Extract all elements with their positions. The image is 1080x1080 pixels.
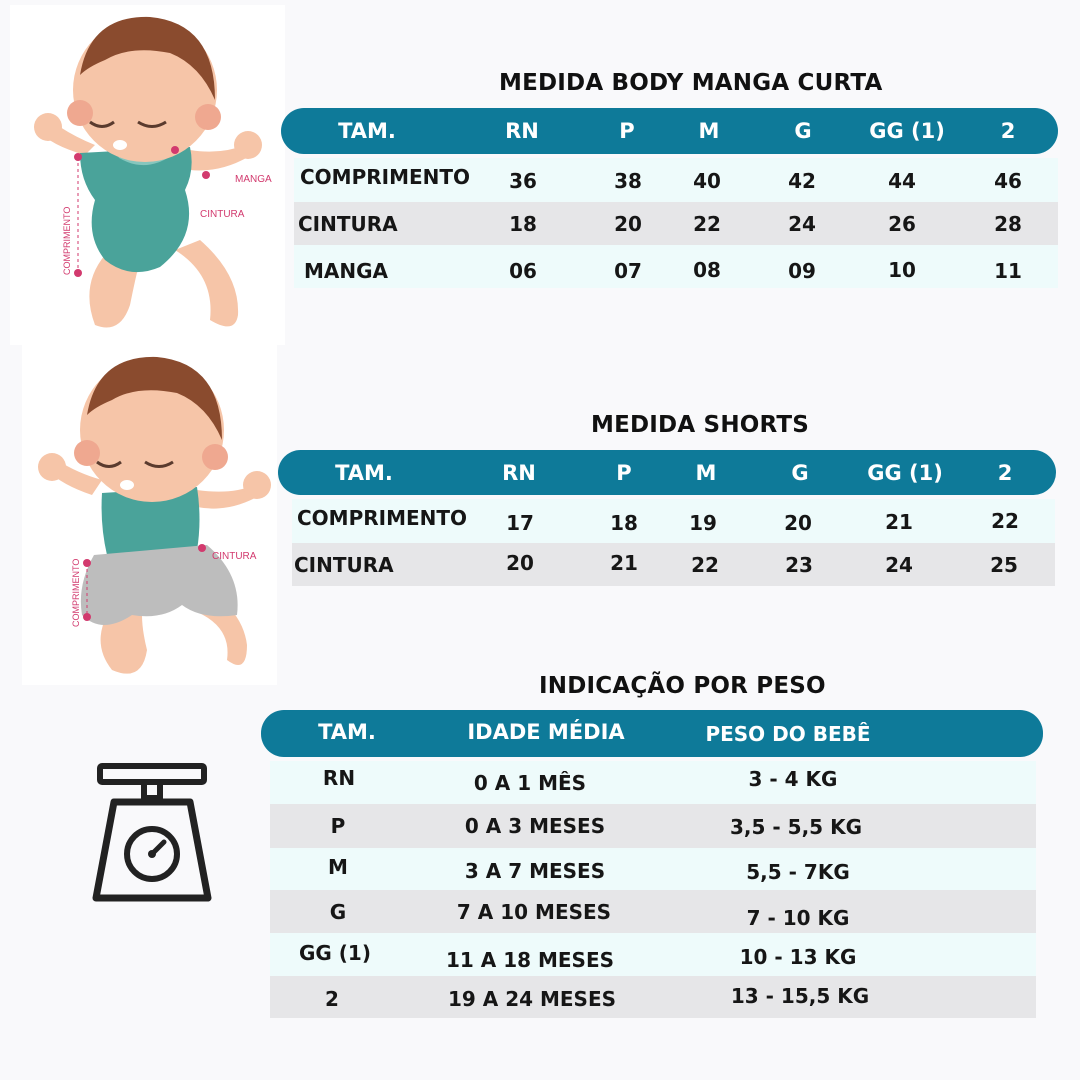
table-cell: 46 [994, 168, 1022, 193]
table-cell: 21 [610, 550, 638, 575]
table-cell: 3,5 - 5,5 KG [730, 814, 862, 839]
table-cell: 24 [885, 552, 913, 577]
table-row: MANGA 06 07 08 09 10 11 [294, 245, 1058, 288]
table-cell: 19 [689, 510, 717, 535]
table-cell: 25 [990, 552, 1018, 577]
table-cell: 10 [888, 257, 916, 282]
table-row: COMPRIMENTO 36 38 40 42 44 46 [294, 158, 1058, 202]
table-cell: P [330, 814, 346, 838]
table-cell: 3 - 4 KG [748, 767, 838, 792]
table-row: GG (1) 11 A 18 MESES 10 - 13 KG [270, 933, 1036, 976]
table-row: P 0 A 3 MESES 3,5 - 5,5 KG [270, 804, 1036, 848]
header-2: 2 [1000, 119, 1016, 143]
table-cell: 0 A 3 MESES [464, 814, 606, 838]
table-cell: M [328, 855, 348, 880]
table-row: COMPRIMENTO 17 18 19 20 21 22 [292, 499, 1055, 543]
header-tam: TAM. [338, 119, 396, 143]
header-rn: RN [505, 119, 539, 143]
scale-icon [92, 763, 212, 902]
table-row: M 3 A 7 MESES 5,5 - 7KG [270, 848, 1036, 890]
table-cell: 09 [788, 258, 816, 283]
table-cell: 7 A 10 MESES [456, 899, 612, 924]
table-cell: 13 - 15,5 KG [730, 984, 870, 1009]
table-cell: 26 [888, 211, 916, 236]
header-tam: TAM. [335, 460, 393, 485]
shorts-table-header: TAM. RN P M G GG (1) 2 [278, 450, 1056, 495]
table-cell: 28 [994, 211, 1022, 236]
table-cell: 21 [885, 509, 913, 534]
baby-body-illustration: MANGA CINTURA COMPRIMENTO [10, 5, 285, 345]
table-cell: 07 [614, 258, 642, 283]
table-row: 2 19 A 24 MESES 13 - 15,5 KG [270, 976, 1036, 1018]
table-row: CINTURA 20 21 22 23 24 25 [292, 543, 1055, 586]
table-cell: 18 [509, 211, 537, 236]
table-cell: 10 - 13 KG [739, 945, 857, 970]
table-cell: 2 [325, 986, 339, 1011]
table-cell: 20 [614, 211, 642, 236]
row-label: COMPRIMENTO [300, 165, 471, 190]
table-cell: GG (1) [299, 940, 371, 965]
table-cell: 06 [509, 258, 537, 283]
table-cell: 0 A 1 MÊS [473, 771, 587, 796]
table-cell: 36 [509, 168, 537, 193]
table-cell: 23 [785, 552, 813, 577]
table-cell: 5,5 - 7KG [746, 859, 850, 884]
header-m: M [695, 460, 717, 485]
row-label: COMPRIMENTO [297, 506, 468, 531]
header-p: P [619, 119, 635, 143]
header-g: G [794, 119, 812, 143]
table-cell: 08 [693, 257, 721, 282]
header-peso-do-bebe: PESO DO BEBÊ [705, 722, 871, 747]
header-rn: RN [502, 460, 536, 485]
table-cell: 40 [693, 168, 721, 193]
table-cell: 20 [506, 550, 534, 575]
table-cell: 11 A 18 MESES [445, 947, 615, 972]
shorts-table-title: MEDIDA SHORTS [591, 412, 810, 438]
table-cell: 18 [610, 510, 638, 535]
table-cell: 44 [888, 168, 916, 193]
measure-label-manga: MANGA [235, 174, 272, 185]
weight-table-header: TAM. IDADE MÉDIA PESO DO BEBÊ [261, 710, 1043, 757]
header-gg1: GG (1) [869, 119, 945, 143]
table-cell: 20 [784, 510, 812, 535]
table-cell: 22 [693, 211, 721, 236]
measure-label-comprimento: COMPRIMENTO [71, 559, 81, 627]
table-cell: 22 [991, 509, 1019, 533]
table-cell: 17 [506, 510, 534, 535]
header-idade-media: IDADE MÉDIA [467, 719, 625, 744]
table-cell: 11 [994, 258, 1022, 283]
header-g: G [791, 460, 809, 485]
baby-shorts-illustration: CINTURA COMPRIMENTO [22, 345, 277, 685]
row-label: CINTURA [294, 553, 394, 578]
table-cell: 24 [788, 211, 816, 236]
header-m: M [698, 119, 720, 143]
measure-label-cintura: CINTURA [200, 209, 245, 220]
row-label: CINTURA [298, 211, 398, 236]
body-table-title: MEDIDA BODY MANGA CURTA [499, 70, 883, 96]
table-row: CINTURA 18 20 22 24 26 28 [294, 202, 1058, 245]
header-tam: TAM. [318, 719, 376, 744]
table-cell: 19 A 24 MESES [447, 986, 617, 1011]
table-row: G 7 A 10 MESES 7 - 10 KG [270, 890, 1036, 933]
header-p: P [616, 460, 632, 485]
table-cell: 42 [788, 168, 816, 193]
header-2: 2 [997, 460, 1013, 485]
table-row: RN 0 A 1 MÊS 3 - 4 KG [270, 761, 1036, 804]
row-label: MANGA [304, 258, 389, 283]
header-gg1: GG (1) [867, 460, 943, 485]
measure-label-cintura: CINTURA [212, 551, 257, 562]
body-table-header: TAM. RN P M G GG (1) 2 [281, 108, 1058, 154]
table-cell: 3 A 7 MESES [464, 858, 606, 883]
measure-label-comprimento: COMPRIMENTO [62, 207, 72, 275]
table-cell: 7 - 10 KG [746, 905, 850, 930]
table-cell: 22 [691, 552, 719, 577]
weight-table-title: INDICAÇÃO POR PESO [539, 673, 826, 699]
table-cell: RN [322, 766, 356, 791]
table-cell: G [329, 900, 347, 925]
table-cell: 38 [614, 168, 642, 193]
